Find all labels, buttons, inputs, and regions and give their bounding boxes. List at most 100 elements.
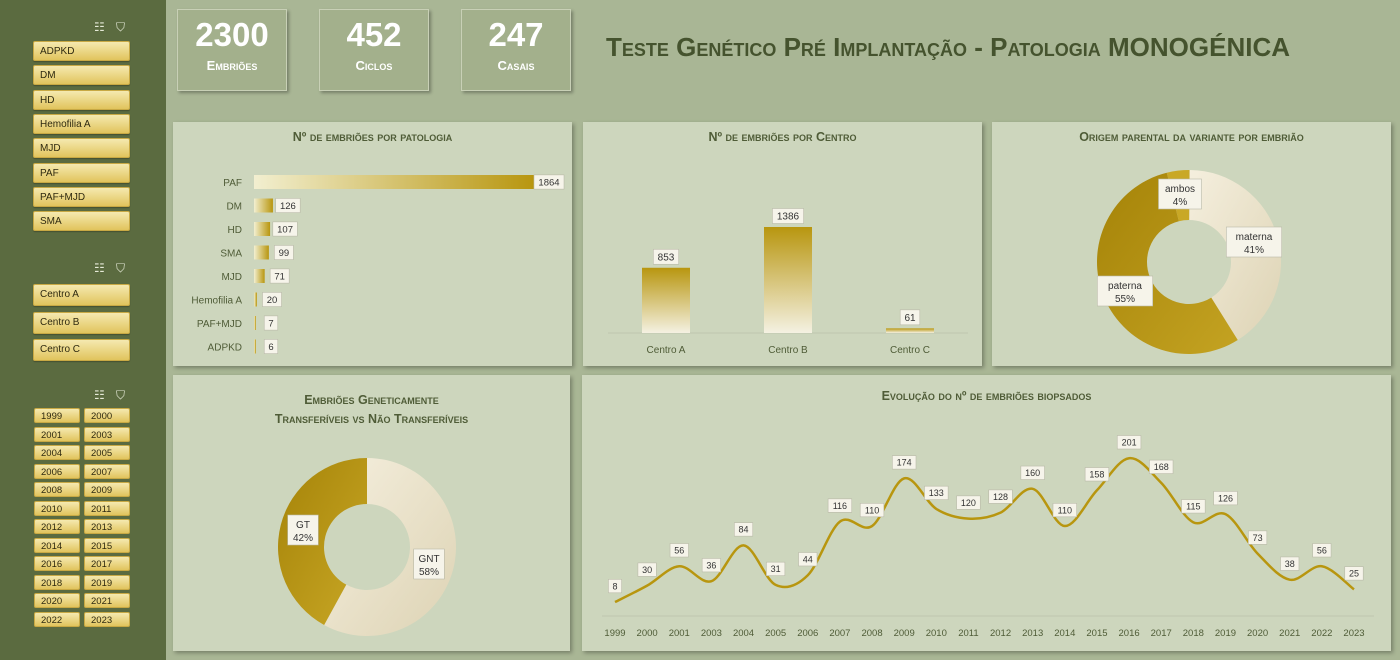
slicer-item-ano[interactable]: 2000 <box>84 408 130 423</box>
bar-data-label: 61 <box>900 310 920 325</box>
clear-filter-icon[interactable]: ⛉ <box>116 20 125 35</box>
slicer-item-ano[interactable]: 2011 <box>84 501 130 516</box>
slicer-item-ano[interactable]: 2007 <box>84 464 130 479</box>
point-data-label: 38 <box>1281 557 1299 571</box>
slicer-item-patologia[interactable]: PAF+MJD <box>33 187 130 207</box>
bar-patologia <box>254 340 256 354</box>
svg-text:116: 116 <box>833 501 847 511</box>
slicer-item-ano[interactable]: 2016 <box>34 556 80 571</box>
point-data-label: 158 <box>1085 468 1109 482</box>
multi-select-icon[interactable]: ☷ <box>94 388 105 402</box>
svg-text:174: 174 <box>897 458 912 468</box>
chart-transferiveis: GNT58%GT42% <box>173 375 570 651</box>
slicer-item-ano[interactable]: 2013 <box>84 519 130 534</box>
slice-label-ambos: ambos 4% <box>1159 179 1202 209</box>
slicer-item-ano[interactable]: 2001 <box>34 427 80 442</box>
slicer-item-centro[interactable]: Centro B <box>33 312 130 334</box>
point-data-label: 116 <box>828 499 852 513</box>
slicer-item-ano[interactable]: 2019 <box>84 575 130 590</box>
point-data-label: 201 <box>1117 436 1141 450</box>
bar-centro <box>642 268 690 333</box>
kpi-ciclos-value: 452 <box>320 16 428 54</box>
kpi-casais: 247 Casais <box>461 9 571 91</box>
point-data-label: 174 <box>892 456 916 470</box>
slicer-item-patologia[interactable]: ADPKD <box>33 41 130 61</box>
slicer-item-patologia[interactable]: DM <box>33 65 130 85</box>
svg-text:GNT: GNT <box>418 554 439 565</box>
slicer-item-ano[interactable]: 2009 <box>84 482 130 497</box>
svg-text:materna: materna <box>1236 232 1273 243</box>
slicer-item-patologia[interactable]: Hemofilia A <box>33 114 130 134</box>
point-data-label: 8 <box>608 579 621 593</box>
bar-data-label: 1864 <box>534 175 564 189</box>
clear-filter-icon[interactable]: ⛉ <box>116 261 125 276</box>
svg-text:GT: GT <box>296 520 310 531</box>
point-data-label: 84 <box>734 523 752 537</box>
svg-text:56: 56 <box>674 546 684 556</box>
kpi-casais-value: 247 <box>462 16 570 54</box>
kpi-embrioes: 2300 Embriões <box>177 9 287 91</box>
bar-data-label: 71 <box>270 269 289 283</box>
slicer-item-ano[interactable]: 2021 <box>84 593 130 608</box>
x-tick-label: 2003 <box>701 628 722 639</box>
slicer-item-ano[interactable]: 2008 <box>34 482 80 497</box>
slicer-item-ano[interactable]: 2018 <box>34 575 80 590</box>
svg-text:56: 56 <box>1317 546 1327 556</box>
slicer-item-ano[interactable]: 2006 <box>34 464 80 479</box>
point-data-label: 115 <box>1182 500 1206 514</box>
slicer-item-ano[interactable]: 2015 <box>84 538 130 553</box>
slicer-item-ano[interactable]: 2005 <box>84 445 130 460</box>
slicer-item-patologia[interactable]: MJD <box>33 138 130 158</box>
x-tick-label: Centro A <box>647 345 686 356</box>
svg-text:71: 71 <box>274 271 285 282</box>
svg-text:120: 120 <box>961 498 976 508</box>
chart-origem: ambos4%materna41%paterna55% <box>992 122 1391 366</box>
slicer-item-ano[interactable]: 2023 <box>84 612 130 627</box>
point-data-label: 110 <box>1053 503 1077 517</box>
point-data-label: 73 <box>1248 531 1266 545</box>
slicer-item-patologia[interactable]: HD <box>33 90 130 110</box>
chart-evolucao: 8199930200056200136200384200431200544200… <box>582 375 1391 651</box>
slicer-item-ano[interactable]: 2012 <box>34 519 80 534</box>
svg-text:38: 38 <box>1285 559 1295 569</box>
svg-text:107: 107 <box>277 224 293 235</box>
slicer-item-ano[interactable]: 2017 <box>84 556 130 571</box>
svg-text:42%: 42% <box>293 533 313 544</box>
slicer-item-ano[interactable]: 2020 <box>34 593 80 608</box>
slicer-item-ano[interactable]: 2003 <box>84 427 130 442</box>
svg-text:paterna: paterna <box>1108 281 1142 292</box>
x-tick-label: 2022 <box>1311 628 1332 639</box>
svg-text:99: 99 <box>279 248 290 259</box>
point-data-label: 36 <box>702 558 720 572</box>
bar-patologia <box>254 293 257 307</box>
x-tick-label: 2019 <box>1215 628 1236 639</box>
panel-evolucao: Evolução do nº de embriões biopsados 8 19… <box>582 375 1391 651</box>
x-tick-label: 2007 <box>829 628 850 639</box>
chart-patologia: PAF 1864DM 126HD 107SMA 99MJD 71Hemofilia A 20… <box>173 122 572 366</box>
slicer-item-patologia[interactable]: SMA <box>33 211 130 231</box>
slicer-item-ano[interactable]: 2022 <box>34 612 80 627</box>
slicer-item-centro[interactable]: Centro C <box>33 339 130 361</box>
point-data-label: 31 <box>766 562 784 576</box>
slicer-item-ano[interactable]: 2010 <box>34 501 80 516</box>
kpi-ciclos-label: Ciclos <box>320 58 428 73</box>
slicer-item-centro[interactable]: Centro A <box>33 284 130 306</box>
bar-centro <box>886 328 934 333</box>
clear-filter-icon[interactable]: ⛉ <box>116 388 125 403</box>
point-data-label: 44 <box>799 552 817 566</box>
x-tick-label: 2009 <box>894 628 915 639</box>
x-tick-label: 2013 <box>1022 628 1043 639</box>
slicer-header-centro: ☷ ⛉ <box>92 261 132 275</box>
svg-text:126: 126 <box>1218 493 1233 503</box>
multi-select-icon[interactable]: ☷ <box>94 20 105 34</box>
svg-text:168: 168 <box>1154 462 1169 472</box>
svg-text:73: 73 <box>1253 533 1263 543</box>
slicer-item-ano[interactable]: 1999 <box>34 408 80 423</box>
slicer-item-ano[interactable]: 2014 <box>34 538 80 553</box>
svg-text:201: 201 <box>1122 437 1137 447</box>
bar-data-label: 107 <box>273 222 298 236</box>
multi-select-icon[interactable]: ☷ <box>94 261 105 275</box>
slicer-item-ano[interactable]: 2004 <box>34 445 80 460</box>
x-tick-label: 2006 <box>797 628 818 639</box>
slicer-item-patologia[interactable]: PAF <box>33 163 130 183</box>
